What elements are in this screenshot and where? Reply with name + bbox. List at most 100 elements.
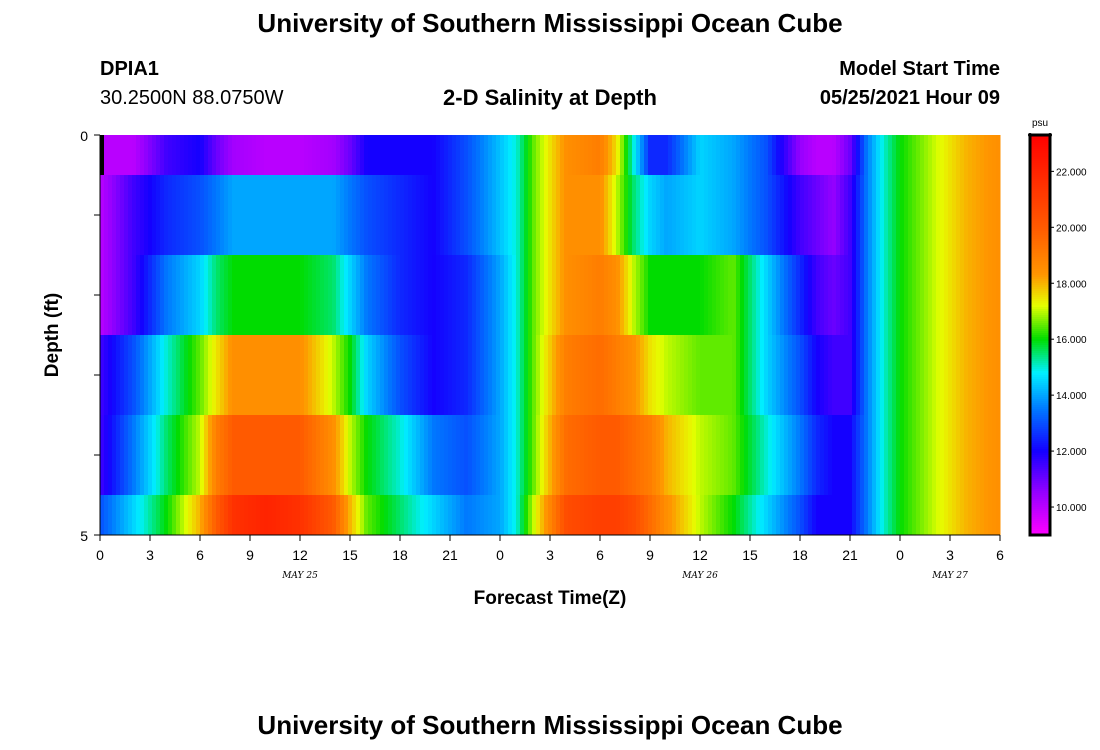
heatmap-cell xyxy=(832,255,837,335)
heatmap-cell xyxy=(496,255,501,335)
heatmap-cell xyxy=(784,135,789,175)
heatmap-cell xyxy=(628,415,633,495)
heatmap-cell xyxy=(960,255,965,335)
heatmap-cell xyxy=(884,255,889,335)
heatmap-cell xyxy=(852,415,857,495)
heatmap-cell xyxy=(132,415,137,495)
heatmap-cell xyxy=(112,255,117,335)
colorbar-segment xyxy=(1030,265,1050,268)
heatmap-cell xyxy=(256,335,261,415)
heatmap-cell xyxy=(144,335,149,415)
colorbar-tick-label: 18.000 xyxy=(1056,279,1087,290)
colorbar-segment xyxy=(1030,151,1050,154)
heatmap-cell xyxy=(680,495,685,535)
heatmap-cell xyxy=(220,415,225,495)
heatmap-cell xyxy=(584,335,589,415)
heatmap-cell xyxy=(352,175,357,255)
heatmap-cell xyxy=(256,135,261,175)
heatmap-cell xyxy=(396,255,401,335)
heatmap-cell xyxy=(292,495,297,535)
colorbar-segment xyxy=(1030,385,1050,388)
heatmap-cell xyxy=(540,135,545,175)
heatmap-cell xyxy=(164,335,169,415)
heatmap-cell xyxy=(556,255,561,335)
heatmap-cell xyxy=(892,135,897,175)
heatmap-cell xyxy=(416,255,421,335)
heatmap-cell xyxy=(972,415,977,495)
heatmap-cell xyxy=(676,335,681,415)
heatmap-cell xyxy=(780,495,785,535)
heatmap-cell xyxy=(752,175,757,255)
heatmap-cell xyxy=(648,175,653,255)
heatmap-cell xyxy=(592,495,597,535)
heatmap-cell xyxy=(540,415,545,495)
heatmap-cell xyxy=(284,335,289,415)
heatmap-cell xyxy=(592,255,597,335)
heatmap-cell xyxy=(168,135,173,175)
heatmap-cell xyxy=(652,255,657,335)
heatmap-cell xyxy=(860,495,865,535)
heatmap-cell xyxy=(452,415,457,495)
heatmap-cell xyxy=(532,135,537,175)
heatmap-cell xyxy=(252,495,257,535)
heatmap-cell xyxy=(232,175,237,255)
heatmap-cell xyxy=(512,255,517,335)
colorbar-segment xyxy=(1030,431,1050,434)
heatmap-cell xyxy=(752,135,757,175)
heatmap-cell xyxy=(880,135,885,175)
heatmap-cell xyxy=(672,175,677,255)
heatmap-cell xyxy=(964,175,969,255)
heatmap-cell xyxy=(868,415,873,495)
heatmap-cell xyxy=(916,255,921,335)
heatmap-cell xyxy=(524,415,529,495)
heatmap-cell xyxy=(612,135,617,175)
heatmap-cell xyxy=(676,255,681,335)
heatmap-cell xyxy=(248,135,253,175)
heatmap-cell xyxy=(212,175,217,255)
heatmap-cell xyxy=(948,135,953,175)
heatmap-cell xyxy=(564,335,569,415)
colorbar-segment xyxy=(1030,465,1050,468)
heatmap-cell xyxy=(384,135,389,175)
heatmap-cell xyxy=(528,495,533,535)
colorbar-segment xyxy=(1030,331,1050,334)
heatmap-cell xyxy=(640,335,645,415)
heatmap-cell xyxy=(632,495,637,535)
heatmap-cell xyxy=(760,495,765,535)
heatmap-cell xyxy=(180,255,185,335)
colorbar-segment xyxy=(1030,195,1050,198)
heatmap-cell xyxy=(188,255,193,335)
heatmap-cell xyxy=(952,175,957,255)
heatmap-cell xyxy=(208,175,213,255)
heatmap-cell xyxy=(384,175,389,255)
x-tick-label: 0 xyxy=(896,547,904,563)
heatmap-cell xyxy=(468,135,473,175)
heatmap-cell xyxy=(192,255,197,335)
heatmap-cell xyxy=(236,415,241,495)
heatmap-cell xyxy=(336,255,341,335)
heatmap-cell xyxy=(456,415,461,495)
x-tick-label: 9 xyxy=(246,547,254,563)
colorbar-segment xyxy=(1030,441,1050,444)
heatmap-cell xyxy=(804,415,809,495)
heatmap-cell xyxy=(436,335,441,415)
heatmap-cell xyxy=(928,415,933,495)
heatmap-cell xyxy=(784,175,789,255)
heatmap-cell xyxy=(948,495,953,535)
heatmap-cell xyxy=(700,415,705,495)
heatmap-cell xyxy=(616,495,621,535)
heatmap-cell xyxy=(392,335,397,415)
heatmap-cell xyxy=(124,135,129,175)
heatmap-cell xyxy=(688,135,693,175)
heatmap-cell xyxy=(716,415,721,495)
heatmap-cell xyxy=(112,495,117,535)
heatmap-cell xyxy=(468,415,473,495)
heatmap-cell xyxy=(256,255,261,335)
heatmap-cell xyxy=(880,415,885,495)
heatmap-cell xyxy=(184,255,189,335)
heatmap-cell xyxy=(272,495,277,535)
heatmap-cell xyxy=(812,135,817,175)
heatmap-cell xyxy=(216,415,221,495)
x-tick-label: 18 xyxy=(792,547,808,563)
heatmap-cell xyxy=(780,255,785,335)
